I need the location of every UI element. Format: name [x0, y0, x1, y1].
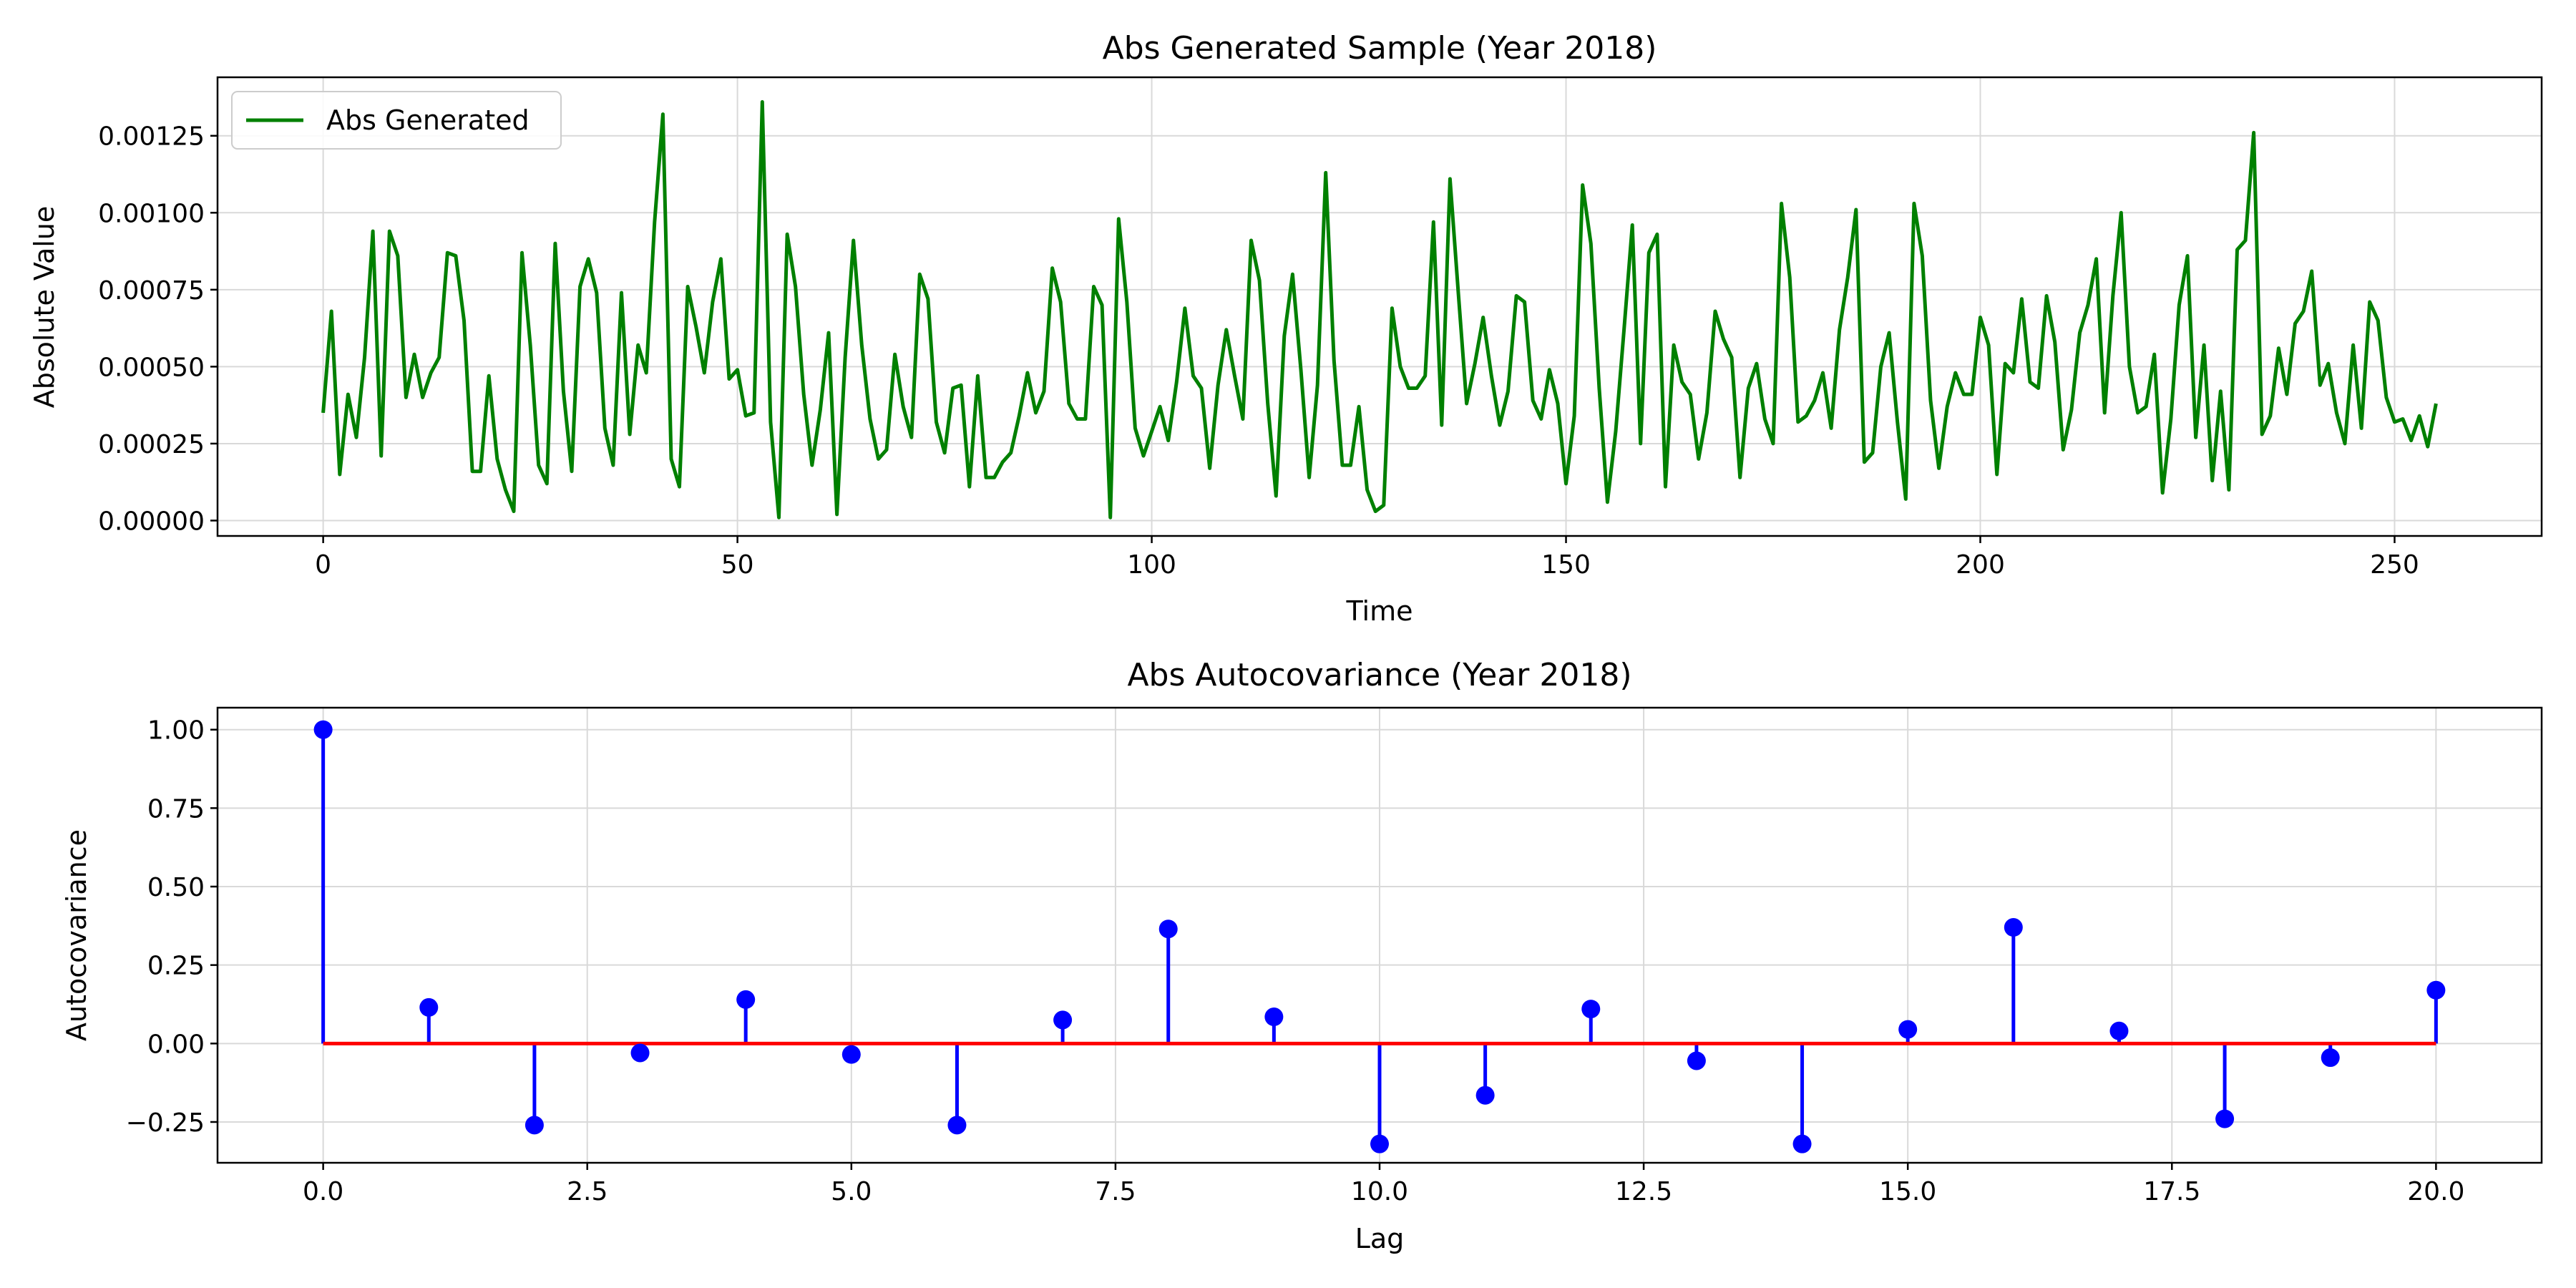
legend-box	[231, 91, 562, 150]
x-tick-label: 200	[1956, 550, 2005, 580]
y-axis-label: Autocovariance	[61, 829, 92, 1041]
generated-sample-chart: Abs Generated Sample (Year 2018) 0 50 100 1…	[29, 30, 2543, 627]
series-line-abs-generated	[321, 99, 2438, 519]
stem-marker	[2215, 1109, 2235, 1128]
y-tick-label: 0.00075	[98, 276, 205, 306]
x-axis-ticks: 0 50 100 150 200 250	[315, 536, 2419, 580]
x-tick-label: 2.5	[567, 1177, 608, 1206]
stem-marker	[2109, 1021, 2129, 1040]
x-tick-label: 17.5	[2143, 1177, 2200, 1206]
y-tick-label: 0.00100	[98, 199, 205, 228]
y-axis-label: Absolute Value	[29, 206, 60, 409]
stem-marker	[1581, 1000, 1601, 1019]
x-tick-label: 50	[721, 550, 754, 580]
legend: Abs Generated	[231, 91, 562, 150]
stem-marker	[947, 1116, 967, 1135]
y-tick-label: 0.00	[147, 1030, 205, 1059]
x-axis-ticks: 0.0 2.5 5.0 7.5 10.0 12.5 15.0 17.5 20.0	[303, 1163, 2464, 1206]
stem-marker	[1264, 1008, 1284, 1027]
x-axis-label: Time	[1346, 595, 1413, 627]
stem-marker	[1687, 1051, 1706, 1070]
chart-title: Abs Autocovariance (Year 2018)	[1127, 657, 1631, 693]
stem-marker	[1158, 919, 1178, 939]
stem-marker	[1053, 1010, 1073, 1030]
x-tick-label: 10.0	[1351, 1177, 1408, 1206]
y-tick-label: −0.25	[126, 1108, 205, 1138]
x-tick-label: 7.5	[1095, 1177, 1136, 1206]
stem-marker	[313, 720, 333, 739]
y-tick-label: 0.75	[147, 794, 205, 824]
x-axis-label: Lag	[1355, 1223, 1405, 1254]
y-tick-label: 0.00050	[98, 353, 205, 382]
stem-marker	[841, 1045, 861, 1064]
y-tick-label: 1.00	[147, 716, 205, 746]
plot-area	[321, 99, 2438, 519]
grid	[218, 77, 2542, 536]
axes-frame	[216, 76, 2543, 537]
y-tick-label: 0.25	[147, 952, 205, 981]
stem-marker	[1898, 1020, 1918, 1039]
x-tick-label: 0	[315, 550, 331, 580]
stem-marker	[1475, 1085, 1495, 1105]
stem-marker	[419, 997, 439, 1017]
stem-marker	[1370, 1134, 1389, 1153]
y-tick-label: 0.00025	[98, 430, 205, 459]
legend-label: Abs Generated	[326, 104, 530, 136]
x-tick-label: 15.0	[1879, 1177, 1936, 1206]
stem-marker	[2426, 980, 2446, 1000]
y-tick-label: 0.50	[147, 873, 205, 902]
autocovariance-chart: Abs Autocovariance (Year 2018) 0.0 2.5 5.0…	[61, 657, 2543, 1254]
plot-area	[313, 720, 2446, 1153]
x-tick-label: 150	[1541, 550, 1591, 580]
stem-marker	[525, 1116, 544, 1135]
stem-marker	[630, 1043, 650, 1063]
x-tick-label: 250	[2370, 550, 2419, 580]
x-tick-label: 20.0	[2407, 1177, 2464, 1206]
stem-marker	[1792, 1134, 1812, 1153]
stem-marker	[2004, 918, 2023, 937]
x-tick-label: 12.5	[1615, 1177, 1672, 1206]
stem-marker	[736, 990, 756, 1009]
y-tick-label: 0.00125	[98, 122, 205, 152]
y-axis-ticks: 0.00000 0.00025 0.00050 0.00075 0.00100 0.001…	[98, 122, 218, 536]
x-tick-label: 100	[1127, 550, 1176, 580]
x-tick-label: 5.0	[831, 1177, 872, 1206]
y-axis-ticks: −0.25 0.00 0.25 0.50 0.75 1.00	[126, 716, 218, 1138]
x-tick-label: 0.0	[303, 1177, 343, 1206]
chart-title: Abs Generated Sample (Year 2018)	[1103, 30, 1657, 67]
y-tick-label: 0.00000	[98, 507, 205, 536]
stem-marker	[2321, 1048, 2340, 1068]
